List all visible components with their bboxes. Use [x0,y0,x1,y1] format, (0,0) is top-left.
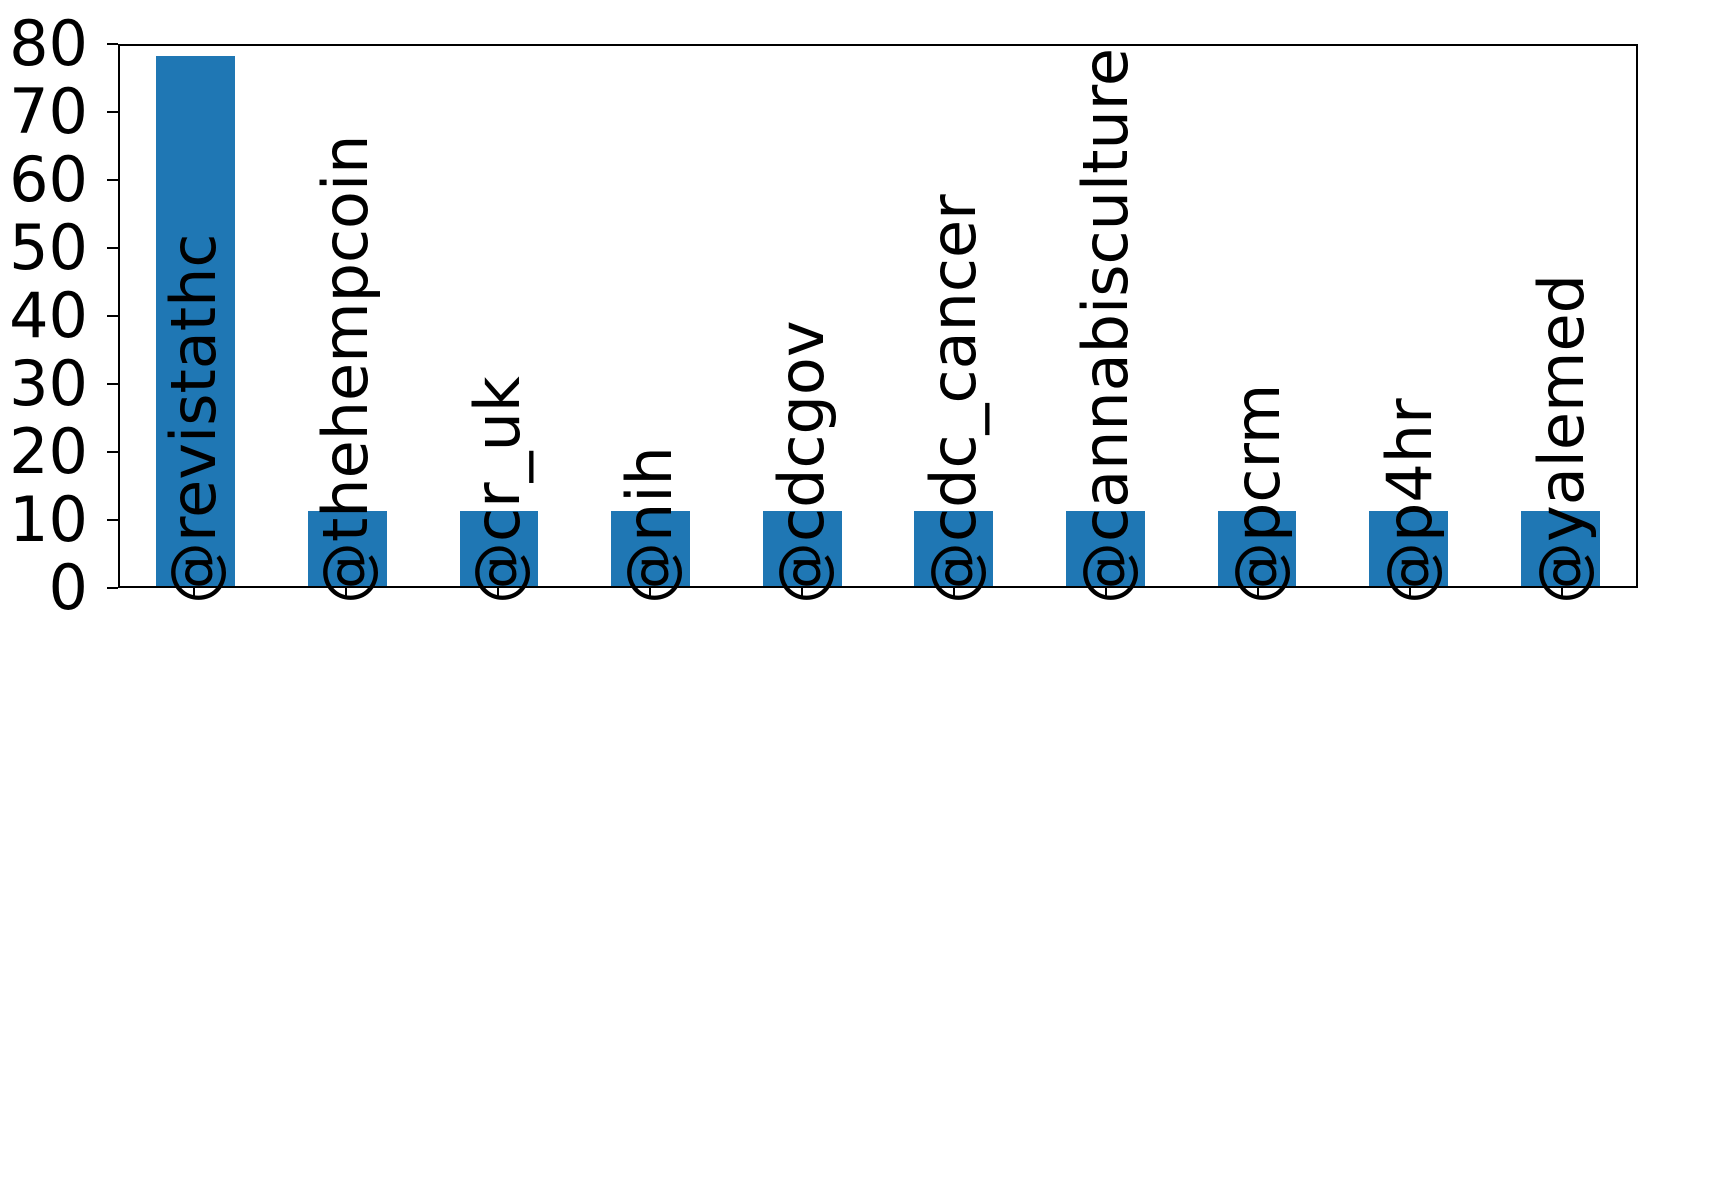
y-axis-tick-mark [107,43,118,45]
bars-container [120,46,1636,586]
y-axis-tick-label: 10 [9,483,88,556]
y-axis-tick-label: 40 [9,279,88,352]
bar [307,511,387,586]
x-axis-tick-mark [345,588,347,599]
bar-slot [878,46,1030,586]
x-axis-tick-mark [801,588,803,599]
y-axis-tick-mark [107,179,118,181]
bar [914,511,994,586]
bar-slot [1181,46,1333,586]
y-axis-tick-label: 80 [9,7,88,80]
y-axis-tick-mark [107,111,118,113]
bar-slot [575,46,727,586]
x-axis-tick-label: @revistathc [157,233,230,605]
y-axis-tick-label: 0 [48,551,88,624]
x-axis-tick-mark [1561,588,1563,599]
x-axis-tick-mark [1409,588,1411,599]
bar [1065,511,1145,586]
x-axis-ticks [118,588,1638,602]
bar-slot [423,46,575,586]
bar-slot [726,46,878,586]
y-axis-tick-labels: 0 10 20 30 40 50 60 70 80 [0,13,104,619]
y-axis-tick-mark [107,247,118,249]
bar-slot [1333,46,1485,586]
x-axis-tick-label: @cdc_cancer [917,194,990,604]
bar [156,55,236,586]
y-axis-tick-mark [107,451,118,453]
y-axis-tick-label: 70 [9,75,88,148]
x-axis-tick-label: @cr_uk [461,376,534,604]
bar [762,511,842,586]
x-axis-tick-mark [953,588,955,599]
x-axis-tick-mark [497,588,499,599]
x-axis-tick-label: @thehempcoin [309,134,382,604]
y-axis-tick-mark [107,315,118,317]
y-axis-tick-label: 60 [9,143,88,216]
bar [1520,511,1600,586]
bar [459,511,539,586]
bar [1369,511,1448,586]
x-axis-tick-label: @p4hr [1373,398,1446,604]
bar-slot [1484,46,1636,586]
x-axis-tick-label: @pcrm [1221,383,1294,604]
x-axis-tick-mark [1257,588,1259,599]
bar [1217,511,1297,586]
y-axis-tick-label: 20 [9,415,88,488]
bar [611,511,690,586]
x-axis-tick-mark [649,588,651,599]
y-axis-tick-label: 50 [9,211,88,284]
bar-slot [272,46,424,586]
x-axis-tick-label: @nih [613,446,686,604]
x-axis-tick-label: @cdcgov [765,320,838,604]
y-axis-ticks [104,43,118,589]
y-axis-tick-mark [107,587,118,589]
x-axis-tick-label: @yalemed [1525,274,1598,604]
bar-slot [1030,46,1182,586]
x-axis-tick-mark [193,588,195,599]
y-axis-tick-mark [107,519,118,521]
y-axis-tick-label: 30 [9,347,88,420]
plot-area [118,44,1638,588]
x-axis-tick-label: @cannabisculture [1069,47,1142,604]
y-axis-tick-mark [107,383,118,385]
x-axis-tick-labels: @revistathc @thehempcoin @cr_uk @nih @cdcgov… [118,48,1638,1164]
x-axis-tick-mark [1105,588,1107,599]
bar-slot [120,46,272,586]
